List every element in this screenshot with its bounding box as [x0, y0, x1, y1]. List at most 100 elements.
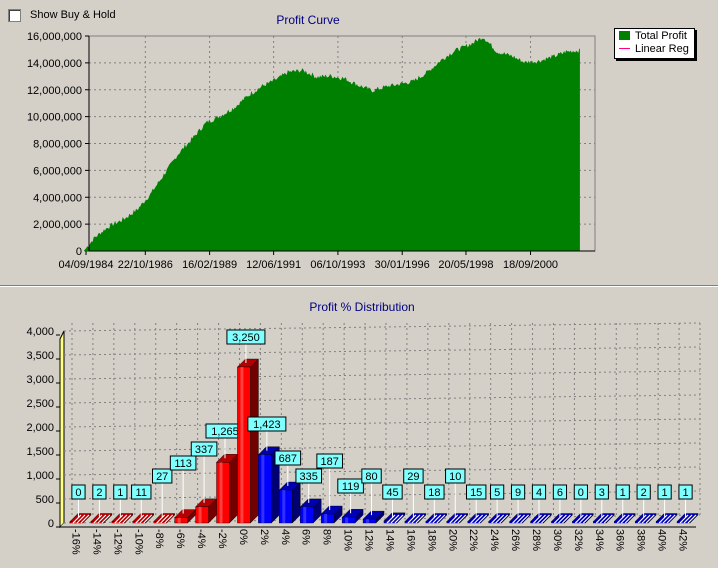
data-label: 119	[342, 481, 360, 493]
bar-hatch	[436, 514, 446, 524]
bar-hatch	[93, 514, 103, 524]
bar	[216, 462, 230, 524]
data-label: 1	[620, 487, 626, 499]
bar-hatch	[533, 514, 542, 524]
bar-hatch	[118, 514, 128, 524]
data-label: 687	[279, 453, 297, 465]
bar-hatch	[122, 514, 132, 524]
bar-hatch	[541, 514, 550, 524]
bar	[153, 521, 167, 524]
bar	[655, 521, 670, 524]
data-label: 1	[117, 487, 123, 499]
bar-hatch	[562, 514, 571, 524]
x-tick-label: 4%	[279, 529, 291, 545]
bar-side	[250, 358, 259, 524]
checkbox-box[interactable]	[8, 8, 21, 22]
bar-hatch	[143, 514, 153, 524]
gridline-y	[63, 490, 701, 500]
bar-hatch	[578, 514, 588, 524]
gridline-y	[63, 346, 701, 356]
x-tick-label: 20%	[446, 529, 458, 551]
bar-hatch	[616, 514, 626, 524]
y-tick-label: 3,500	[26, 350, 54, 362]
profit-distribution-title: Profit % Distribution	[309, 300, 415, 314]
left-wall	[59, 330, 65, 529]
y-tick-label: 2,000,000	[33, 219, 82, 231]
x-tick-label: 16%	[404, 529, 416, 551]
y-tick-label: 1,000	[26, 470, 54, 482]
bar-hatch	[512, 514, 521, 524]
bar	[132, 521, 146, 524]
x-tick-label: -8%	[153, 529, 165, 549]
bar-hatch	[679, 514, 689, 524]
y-tick-label: 1,500	[26, 446, 54, 458]
bar-hatch	[449, 514, 459, 524]
bar-hatch	[80, 514, 90, 524]
data-label-box	[247, 416, 287, 432]
data-label: 5	[494, 487, 500, 499]
bar-hatch	[645, 514, 655, 524]
x-tick-label: 42%	[677, 529, 689, 551]
x-tick-label: 22%	[467, 529, 479, 551]
bar-hatch	[474, 514, 484, 524]
bar	[614, 521, 628, 524]
bar	[425, 521, 440, 524]
bar-hatch	[687, 514, 697, 524]
x-tick-label: 12%	[363, 529, 375, 551]
bar-hatch	[72, 514, 82, 524]
bar	[488, 521, 502, 524]
show-buy-hold-label[interactable]: Show Buy & Hold	[30, 9, 116, 21]
y-tick-label: 0	[76, 246, 82, 258]
bar	[404, 521, 419, 524]
x-tick-label: -10%	[132, 529, 144, 555]
x-tick-label: 32%	[572, 529, 584, 551]
x-tick-label: 24%	[488, 529, 500, 551]
data-label-box	[466, 484, 487, 500]
bar-hatch	[491, 514, 501, 524]
bar-hatch	[620, 514, 630, 524]
x-tick-label: 10%	[342, 529, 354, 551]
gridline-y	[63, 322, 701, 332]
data-label: 2	[96, 487, 102, 499]
x-tick-label: -14%	[90, 529, 102, 555]
gridline-y	[63, 370, 701, 380]
bar	[509, 521, 523, 524]
bar-hatch	[683, 514, 693, 524]
bar-hatch	[666, 514, 676, 524]
data-label: 6	[557, 487, 563, 499]
legend-label-total-profit: Total Profit	[635, 29, 687, 42]
bar-hatch	[658, 514, 668, 524]
data-label: 1	[682, 487, 688, 499]
legend-swatch-linear-reg	[619, 48, 630, 49]
bar	[446, 521, 460, 524]
bar-highlight	[240, 367, 244, 523]
y-tick-label: 0	[48, 518, 54, 530]
bar-highlight	[366, 519, 370, 523]
y-tick-label: 3,000	[26, 374, 54, 386]
data-label: 4	[536, 487, 542, 499]
y-tick-label: 500	[36, 494, 54, 506]
bar-hatch	[135, 514, 145, 524]
bar-hatch	[637, 514, 647, 524]
data-label: 1,265	[211, 426, 239, 438]
bar	[69, 521, 84, 524]
bar-highlight	[261, 454, 265, 523]
data-label: 187	[320, 456, 338, 468]
bar	[362, 518, 377, 524]
bar-highlight	[324, 514, 328, 523]
bar	[593, 521, 607, 524]
bar	[341, 517, 356, 524]
data-label: 80	[365, 471, 377, 483]
data-label-box	[573, 484, 588, 500]
bar-highlight	[303, 506, 307, 523]
data-label: 11	[136, 487, 147, 499]
data-label: 335	[300, 471, 318, 483]
bar	[634, 521, 649, 524]
data-label: 1	[662, 487, 668, 499]
show-buy-hold-checkbox[interactable]: Show Buy & Hold	[8, 7, 119, 23]
profit-curve-chart: 0 2,000,000 4,000,000 6,000,000 8,000,000 10,…	[27, 31, 596, 271]
data-label-box	[531, 484, 547, 500]
y-tick-label: 14,000,000	[27, 58, 82, 70]
data-label-box	[615, 484, 630, 500]
data-label-box	[190, 441, 218, 457]
